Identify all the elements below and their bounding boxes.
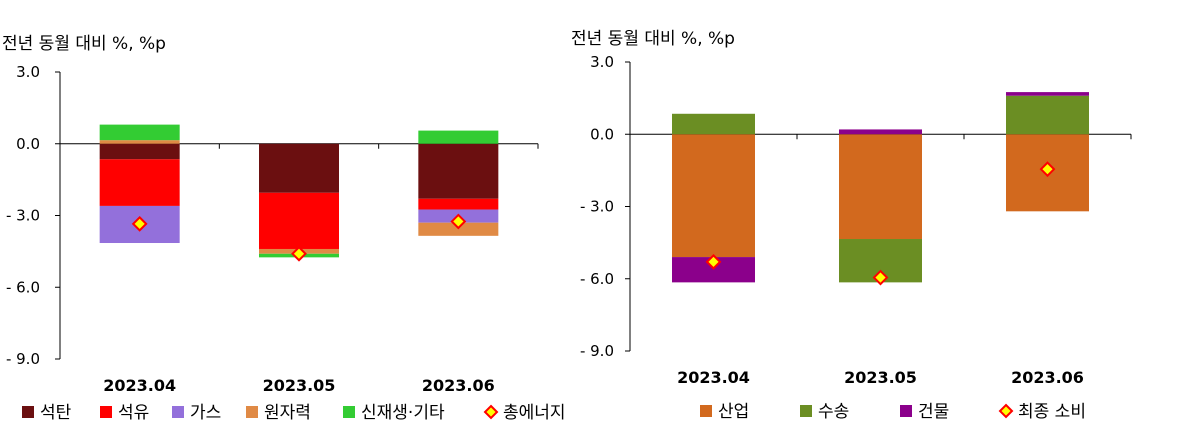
bar-segment [99,124,180,141]
legend-label: 신재생·기타 [361,403,445,423]
legend-marker-icon [998,403,1014,419]
legend-label: 석유 [118,403,149,423]
x-category-label: 2023.04 [103,376,176,395]
legend-label: 건물 [918,402,949,422]
energy-source-chart: 전년 동월 대비 %, %p 3.0 0.0 - 3.0 - 6.0 - 9.0 2023… [2,34,566,423]
legend-label: 석탄 [40,403,72,423]
x-category-label: 2023.06 [422,376,495,395]
bar-segment [672,134,755,258]
bar-segment [418,130,499,144]
legend-label: 총에너지 [503,403,566,423]
total-marker [450,213,467,230]
y-tick-label: - 9.0 [6,350,40,368]
legend-swatch [900,405,912,417]
total-marker [872,269,889,286]
legend-swatch [343,406,355,418]
y-axis-title: 전년 동월 대비 %, %p [2,34,166,54]
bar-segment [259,143,339,193]
x-category-label: 2023.05 [844,368,917,387]
bar-segment [259,192,339,249]
y-tick-label: - 3.0 [580,198,614,216]
total-marker [291,245,307,262]
y-axis-title: 전년 동월 대비 %, %p [571,29,735,49]
legend-label: 산업 [718,402,749,422]
bar-segment [99,143,180,160]
y-tick-label: 3.0 [590,53,614,71]
y-tick-label: - 3.0 [6,207,40,225]
bar-segment [99,159,180,206]
y-tick-label: - 9.0 [580,342,614,360]
x-category-label: 2023.04 [677,368,750,387]
legend-marker-icon [483,404,499,420]
legend-swatch [700,405,712,417]
total-marker [705,253,722,270]
legend-label: 원자력 [264,403,311,423]
bar-segment [839,129,922,135]
total-marker [1039,161,1056,178]
total-marker [131,215,148,232]
y-tick-label: - 6.0 [580,270,614,288]
legend-label: 최종 소비 [1018,402,1086,422]
x-category-label: 2023.06 [1011,368,1084,387]
final-consumption-chart: 전년 동월 대비 %, %p 3.0 0.0 - 3.0 - 6.0 - 9.0 2023… [571,29,1132,422]
legend-swatch [22,406,34,418]
bar-segment [1006,92,1089,96]
legend-swatch [172,406,184,418]
legend-swatch [246,406,258,418]
bar-segment [672,113,755,135]
bar-segment [1006,95,1089,135]
x-category-label: 2023.05 [263,376,336,395]
y-tick-label: 0.0 [590,125,614,143]
legend-label: 가스 [190,403,221,423]
legend-swatch [800,405,812,417]
legend-label: 수송 [818,402,849,422]
bar-segment [839,134,922,240]
y-tick-label: 3.0 [16,63,40,81]
bar-segment [99,140,180,144]
legend-swatch [100,406,112,418]
bar-segment [418,143,499,199]
y-tick-label: 0.0 [16,135,40,153]
bar-segment [418,198,499,210]
y-tick-label: - 6.0 [6,278,40,296]
